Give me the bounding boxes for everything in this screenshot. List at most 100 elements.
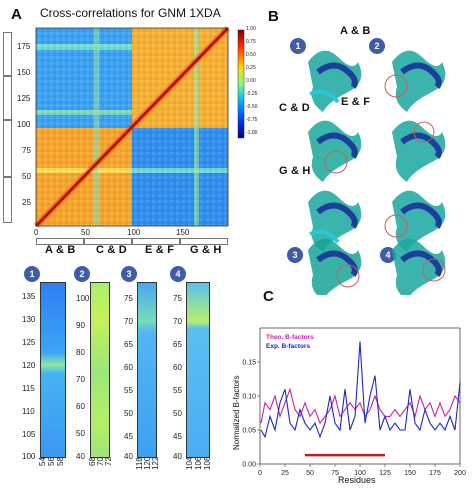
badge-b3: 3 bbox=[287, 247, 303, 263]
y-tick-label: 0.10 bbox=[242, 394, 256, 401]
strip-y-tick: 100 bbox=[76, 294, 90, 303]
colorbar-tick: 0.25 bbox=[246, 65, 256, 71]
heatmap-y-tick: 25 bbox=[22, 198, 31, 207]
legend-entry: Exp. B-factors bbox=[266, 343, 310, 350]
badge-b1: 1 bbox=[290, 38, 306, 54]
group-label-g-h: G & H bbox=[190, 244, 222, 256]
heatmap-y-tick: 175 bbox=[17, 42, 31, 51]
strip-y-tick: 115 bbox=[22, 384, 35, 393]
heatmap-y-tick: 75 bbox=[22, 146, 31, 155]
strip-y-tick: 100 bbox=[22, 452, 36, 461]
strip-badge: 3 bbox=[121, 266, 137, 282]
heatmap-x-tick: 100 bbox=[127, 228, 141, 237]
strip-x-tick: 54 bbox=[38, 457, 47, 466]
strip-badge: 1 bbox=[24, 266, 40, 282]
strip-y-tick: 55 bbox=[173, 386, 182, 395]
y-tick-label: 0.05 bbox=[242, 428, 256, 435]
pair-label-c-d: C & D bbox=[279, 102, 310, 114]
protein-structures bbox=[308, 50, 446, 295]
strip-y-tick: 75 bbox=[173, 294, 182, 303]
x-group-bracket bbox=[132, 238, 180, 245]
correlation-strip-1 bbox=[40, 282, 66, 458]
group-label-a-b: A & B bbox=[45, 244, 76, 256]
colorbar-tick: 1.00 bbox=[246, 26, 256, 32]
strip-badge: 4 bbox=[170, 266, 186, 282]
strip-y-tick: 60 bbox=[124, 363, 133, 372]
strip-x-tick: 122 bbox=[151, 456, 160, 470]
colorbar-tick: 0.00 bbox=[246, 78, 256, 84]
strip-x-tick: 106 bbox=[194, 456, 203, 470]
strip-y-tick: 60 bbox=[76, 402, 85, 411]
chart-x-axis-label: Residues bbox=[338, 475, 376, 485]
protein-ribbon bbox=[392, 238, 446, 295]
strip-y-tick: 40 bbox=[76, 452, 85, 461]
strip-x-tick: 72 bbox=[104, 457, 113, 466]
colorbar-tick: -0.25 bbox=[246, 91, 258, 97]
colorbar-tick: 0.50 bbox=[246, 52, 256, 58]
protein-ribbon bbox=[384, 50, 446, 112]
colorbar bbox=[237, 29, 245, 139]
y-group-bracket bbox=[3, 120, 12, 177]
y-tick-label: 0.00 bbox=[242, 462, 256, 469]
strip-badge: 2 bbox=[74, 266, 90, 282]
x-tick-label: 200 bbox=[454, 470, 466, 477]
legend-entry: Theo. B-factors bbox=[266, 334, 314, 341]
heatmap-x-tick: 150 bbox=[176, 228, 190, 237]
strip-y-tick: 65 bbox=[173, 340, 182, 349]
y-group-bracket bbox=[3, 76, 12, 120]
heatmap-y-tick: 50 bbox=[22, 172, 31, 181]
cross-correlation-heatmap bbox=[33, 25, 245, 229]
heatmap-blocks bbox=[33, 25, 231, 229]
protein-ribbon bbox=[308, 50, 362, 112]
x-tick-label: 150 bbox=[404, 470, 416, 477]
x-tick-label: 100 bbox=[354, 470, 366, 477]
correlation-strip-4 bbox=[186, 282, 210, 458]
pair-label-e-f: E & F bbox=[341, 96, 371, 108]
x-tick-label: 0 bbox=[258, 470, 262, 477]
strip-y-tick: 50 bbox=[76, 429, 85, 438]
heatmap-y-tick: 100 bbox=[17, 120, 31, 129]
x-group-bracket bbox=[36, 238, 84, 245]
strip-y-tick: 105 bbox=[22, 430, 36, 439]
strip-y-tick: 120 bbox=[22, 361, 36, 370]
protein-ribbon bbox=[308, 120, 362, 182]
correlation-strip-3 bbox=[137, 282, 157, 458]
correlation-strip-2 bbox=[90, 282, 110, 458]
protein-ribbon bbox=[384, 190, 446, 252]
protein-ribbon bbox=[308, 190, 362, 252]
heatmap-x-tick: 0 bbox=[34, 228, 39, 237]
strip-y-tick: 70 bbox=[173, 317, 182, 326]
badge-b4: 4 bbox=[380, 247, 396, 263]
panel-a-title: Cross-correlations for GNM 1XDA bbox=[40, 6, 221, 20]
protein-ribbon bbox=[392, 120, 446, 182]
strip-y-tick: 65 bbox=[124, 340, 133, 349]
strip-y-tick: 70 bbox=[124, 317, 133, 326]
x-tick-label: 175 bbox=[429, 470, 441, 477]
heatmap-y-tick: 125 bbox=[17, 94, 31, 103]
strip-y-tick: 45 bbox=[173, 432, 182, 441]
panel-a-label: A bbox=[11, 6, 22, 23]
colorbar-tick: -1.00 bbox=[246, 130, 258, 136]
theo-bfactor-line bbox=[260, 387, 461, 425]
strip-y-tick: 135 bbox=[22, 292, 36, 301]
chart-y-axis-label: Normalized B-factors bbox=[232, 375, 241, 450]
exp-bfactor-line bbox=[260, 341, 461, 439]
strip-y-tick: 40 bbox=[124, 452, 133, 461]
strip-y-tick: 45 bbox=[124, 432, 133, 441]
strip-y-tick: 50 bbox=[124, 409, 133, 418]
colorbar-tick: -0.75 bbox=[246, 117, 258, 123]
strip-x-tick: 108 bbox=[203, 456, 212, 470]
protein-ribbon bbox=[308, 238, 362, 295]
strip-y-tick: 70 bbox=[76, 375, 85, 384]
strip-x-tick: 56 bbox=[47, 457, 56, 466]
x-tick-label: 25 bbox=[281, 470, 289, 477]
strip-y-tick: 130 bbox=[22, 315, 36, 324]
strip-y-tick: 110 bbox=[22, 407, 35, 416]
x-group-bracket bbox=[180, 238, 228, 245]
panel-c-label: C bbox=[263, 288, 274, 305]
y-group-bracket bbox=[3, 32, 12, 76]
x-tick-label: 50 bbox=[306, 470, 314, 477]
heatmap-x-tick: 50 bbox=[81, 228, 90, 237]
strip-y-tick: 90 bbox=[76, 321, 85, 330]
group-label-e-f: E & F bbox=[145, 244, 175, 256]
